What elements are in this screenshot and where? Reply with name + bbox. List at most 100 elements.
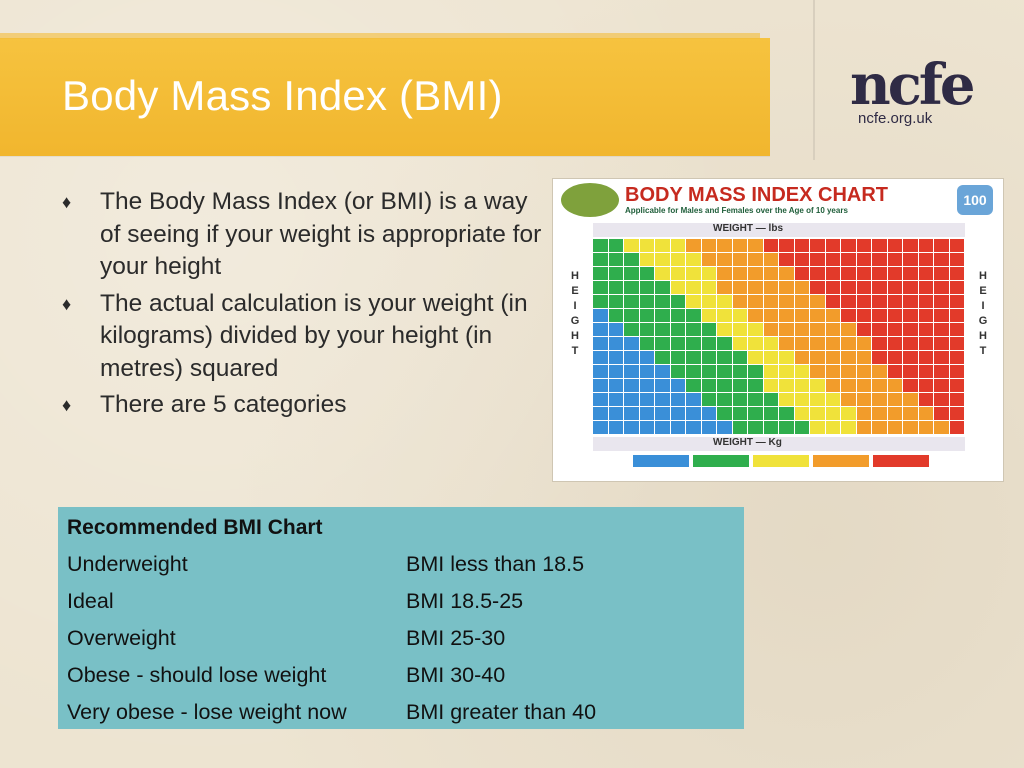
grid-cell	[918, 267, 933, 280]
grid-cell	[655, 309, 670, 322]
grid-cell	[593, 337, 608, 350]
grid-cell	[810, 323, 825, 336]
range-cell: BMI 18.5-25	[406, 589, 524, 613]
grid-cell	[593, 281, 608, 294]
bmi-color-grid	[593, 239, 965, 435]
grid-cell	[779, 421, 794, 434]
weight-kg-label: WEIGHT — Kg	[713, 437, 782, 448]
grid-cell	[624, 253, 639, 266]
grid-cell	[655, 351, 670, 364]
grid-cell	[794, 351, 809, 364]
grid-cell	[872, 337, 887, 350]
grid-cell	[810, 309, 825, 322]
grid-cell	[717, 239, 732, 252]
grid-cell	[841, 309, 856, 322]
grid-cell	[794, 253, 809, 266]
grid-cell	[639, 351, 654, 364]
grid-cell	[593, 407, 608, 420]
grid-cell	[903, 379, 918, 392]
grid-cell	[763, 337, 778, 350]
grid-cell	[856, 365, 871, 378]
grid-cell	[856, 421, 871, 434]
grid-cell	[701, 351, 716, 364]
ncfe-logo: ncfe	[850, 52, 976, 118]
grid-cell	[593, 421, 608, 434]
grid-cell	[856, 253, 871, 266]
grid-cell	[670, 365, 685, 378]
grid-cell	[934, 267, 949, 280]
grid-cell	[686, 407, 701, 420]
grid-cell	[624, 421, 639, 434]
grid-cell	[949, 379, 964, 392]
grid-cell	[918, 393, 933, 406]
slide-title: Body Mass Index (BMI)	[62, 72, 503, 119]
grid-cell	[717, 295, 732, 308]
grid-cell	[748, 407, 763, 420]
grid-cell	[732, 407, 747, 420]
grid-cell	[639, 267, 654, 280]
category-cell: Obese - should lose weight	[67, 663, 327, 687]
grid-cell	[686, 337, 701, 350]
grid-cell	[918, 309, 933, 322]
grid-cell	[763, 323, 778, 336]
grid-cell	[934, 281, 949, 294]
chart-image-title: BODY MASS INDEX CHART	[625, 184, 888, 206]
grid-cell	[841, 253, 856, 266]
grid-cell	[701, 365, 716, 378]
grid-cell	[918, 407, 933, 420]
grid-cell	[670, 407, 685, 420]
grid-cell	[918, 281, 933, 294]
grid-cell	[918, 365, 933, 378]
grid-cell	[934, 337, 949, 350]
grid-cell	[918, 421, 933, 434]
grid-cell	[655, 421, 670, 434]
grid-cell	[670, 267, 685, 280]
grid-cell	[717, 253, 732, 266]
grid-cell	[639, 281, 654, 294]
grid-cell	[872, 253, 887, 266]
grid-cell	[779, 393, 794, 406]
grid-cell	[779, 365, 794, 378]
grid-cell	[732, 365, 747, 378]
grid-cell	[593, 323, 608, 336]
grid-cell	[825, 295, 840, 308]
grid-cell	[872, 295, 887, 308]
grid-cell	[639, 393, 654, 406]
grid-cell	[949, 239, 964, 252]
grid-cell	[934, 393, 949, 406]
grid-cell	[748, 281, 763, 294]
grid-cell	[918, 323, 933, 336]
chart-legend	[633, 455, 933, 469]
grid-cell	[624, 407, 639, 420]
grid-cell	[624, 309, 639, 322]
grid-cell	[701, 337, 716, 350]
grid-cell	[903, 253, 918, 266]
grid-cell	[887, 379, 902, 392]
grid-cell	[593, 365, 608, 378]
grid-cell	[655, 379, 670, 392]
grid-cell	[841, 337, 856, 350]
grid-cell	[934, 323, 949, 336]
grid-cell	[903, 351, 918, 364]
grid-cell	[670, 309, 685, 322]
grid-cell	[934, 239, 949, 252]
grid-cell	[918, 253, 933, 266]
grid-cell	[608, 351, 623, 364]
grid-cell	[810, 407, 825, 420]
grid-cell	[748, 365, 763, 378]
legend-swatch	[813, 455, 869, 467]
grid-cell	[701, 379, 716, 392]
grid-cell	[608, 253, 623, 266]
grid-cell	[593, 239, 608, 252]
grid-cell	[748, 309, 763, 322]
grid-cell	[717, 323, 732, 336]
grid-cell	[887, 253, 902, 266]
grid-cell	[779, 253, 794, 266]
grid-cell	[810, 337, 825, 350]
grid-cell	[686, 379, 701, 392]
grid-cell	[670, 421, 685, 434]
grid-cell	[841, 379, 856, 392]
logo-url: ncfe.org.uk	[858, 110, 933, 127]
grid-cell	[934, 407, 949, 420]
